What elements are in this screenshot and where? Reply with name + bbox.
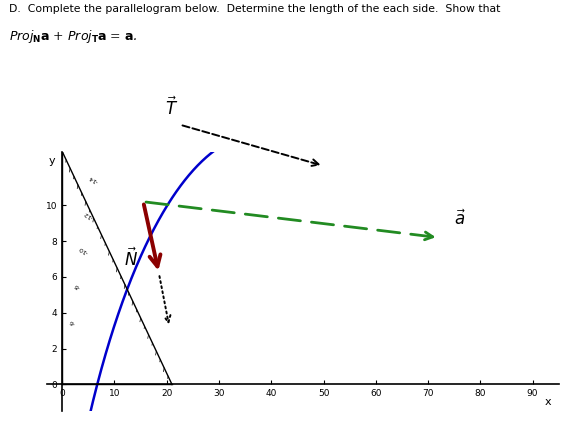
Text: -8: -8 (73, 282, 81, 290)
Text: y: y (48, 155, 55, 165)
Text: D.  Complete the parallelogram below.  Determine the length of the each side.  S: D. Complete the parallelogram below. Det… (9, 4, 500, 14)
Text: $\vec{N}$: $\vec{N}$ (124, 248, 138, 270)
Text: x: x (545, 397, 552, 407)
Text: -12: -12 (83, 210, 94, 219)
Text: -14: -14 (88, 174, 100, 183)
Text: $\vec{a}$: $\vec{a}$ (454, 210, 466, 229)
Text: $\vec{T}$: $\vec{T}$ (165, 97, 179, 120)
Text: -6: -6 (68, 318, 76, 326)
Text: -10: -10 (79, 246, 90, 255)
Text: $Proj_{\mathbf{N}}\mathbf{a}$ + $Proj_{\mathbf{T}}\mathbf{a}$ = $\mathbf{a}$.: $Proj_{\mathbf{N}}\mathbf{a}$ + $Proj_{\… (9, 28, 137, 45)
